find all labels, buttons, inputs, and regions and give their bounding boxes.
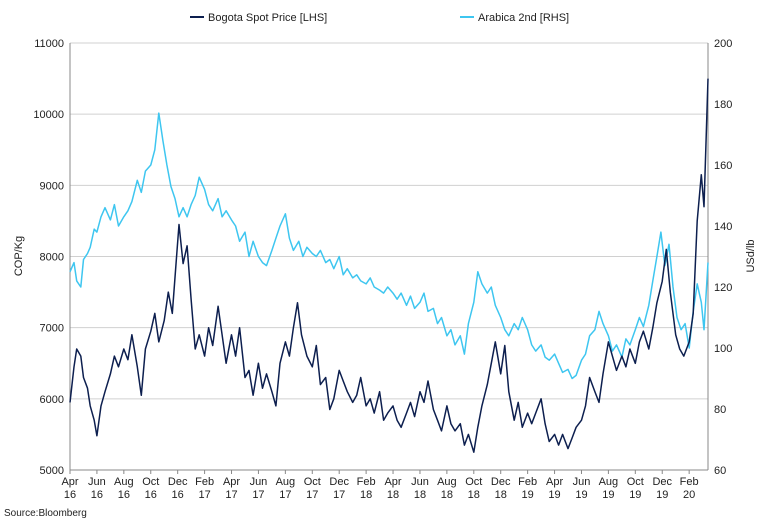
x-tick-label-year: 16 [172,489,184,501]
x-tick-label-year: 16 [64,489,76,501]
legend-label-bogota: Bogota Spot Price [LHS] [208,12,327,24]
x-tick-label-month: Dec [329,476,349,488]
x-tick-label-month: Oct [465,476,482,488]
legend-label-arabica: Arabica 2nd [RHS] [478,12,569,24]
source-note: Source:Bloomberg [4,508,87,519]
x-tick-label-year: 17 [252,489,264,501]
x-tick-label-year: 16 [118,489,130,501]
x-tick-label-month: Oct [142,476,159,488]
x-tick-label-year: 19 [522,489,534,501]
x-tick-label-year: 20 [683,489,695,501]
x-tick-label-year: 18 [414,489,426,501]
x-tick-label-month: Aug [437,476,457,488]
x-tick-label-month: Dec [491,476,511,488]
x-tick-label-year: 19 [548,489,560,501]
x-tick-label-year: 18 [468,489,480,501]
series-lines [69,78,709,453]
y-left-tick-label: 9000 [40,180,64,192]
y-right-tick-label: 200 [714,38,732,50]
x-tick-label-month: Feb [357,476,376,488]
x-tick-label-year: 16 [91,489,103,501]
y-right-tick-label: 180 [714,99,732,111]
x-tick-label-year: 17 [198,489,210,501]
y-left-tick-label: 7000 [40,323,64,335]
series-line-bogota [69,78,709,453]
y-axis-left: 5000 6000 7000 8000 9000 10000 11000 [33,38,71,477]
x-tick-label-year: 18 [360,489,372,501]
x-tick-label-month: Apr [223,476,240,488]
x-tick-label-year: 19 [656,489,668,501]
x-tick-label-month: Aug [276,476,296,488]
y-left-tick-label: 11000 [34,38,64,50]
x-tick-label-year: 19 [575,489,587,501]
x-tick-label-year: 17 [333,489,345,501]
x-tick-label-month: Aug [114,476,134,488]
x-tick-label-month: Dec [168,476,188,488]
y-right-tick-label: 140 [714,221,732,233]
x-tick-label-month: Jun [411,476,429,488]
y-left-tick-label: 10000 [33,109,64,121]
x-tick-label-year: 19 [602,489,614,501]
y-right-tick-label: 120 [714,282,732,294]
y-left-tick-label: 8000 [40,252,64,264]
legend: Bogota Spot Price [LHS] Arabica 2nd [RHS… [190,12,569,24]
x-tick-label-year: 16 [145,489,157,501]
x-tick-label-year: 18 [441,489,453,501]
x-tick-label-year: 17 [279,489,291,501]
y-right-tick-label: 60 [714,465,726,477]
x-tick-label-month: Feb [518,476,537,488]
x-tick-label-month: Apr [61,476,78,488]
x-tick-label-month: Feb [680,476,699,488]
x-tick-label-year: 17 [225,489,237,501]
gridlines [70,42,708,400]
x-tick-label-month: Jun [88,476,106,488]
x-tick-label-month: Aug [599,476,619,488]
x-tick-label-month: Dec [652,476,672,488]
x-tick-label-year: 18 [387,489,399,501]
x-tick-label-month: Oct [627,476,644,488]
x-tick-label-month: Feb [195,476,214,488]
x-tick-label-month: Jun [573,476,591,488]
y-axis-left-title: COP/Kg [13,236,25,276]
x-tick-label-month: Jun [250,476,268,488]
y-axis-right: 60 80 100 120 140 160 180 200 [707,38,732,477]
y-right-tick-label: 80 [714,404,726,416]
y-left-tick-label: 5000 [40,465,64,477]
y-axis-right-title: USd/lb [745,239,757,272]
x-tick-label-year: 17 [306,489,318,501]
y-right-tick-label: 100 [714,343,732,355]
x-tick-label-month: Oct [304,476,321,488]
x-tick-label-year: 18 [495,489,507,501]
x-tick-label-year: 19 [629,489,641,501]
x-axis: Apr16Jun16Aug16Oct16Dec16Feb17Apr17Jun17… [61,469,708,501]
y-left-tick-label: 6000 [40,394,64,406]
x-tick-label-month: Apr [546,476,563,488]
y-right-tick-label: 160 [714,160,732,172]
x-tick-label-month: Apr [384,476,401,488]
series-line-arabica [69,112,709,380]
